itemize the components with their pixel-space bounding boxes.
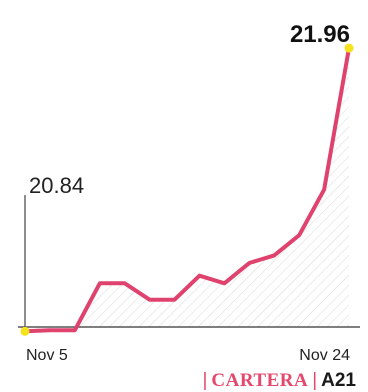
x-tick-label-start: Nov 5 (26, 347, 68, 364)
area-fill (25, 48, 349, 332)
start-point-marker (20, 326, 30, 336)
footer-divider: | (202, 370, 208, 391)
x-tick-label-end: Nov 24 (299, 347, 350, 364)
page-number: A21 (321, 370, 356, 391)
end-value-label: 21.96 (290, 21, 350, 48)
footer-divider: | (312, 370, 318, 391)
page-footer: | CARTERA | A21 (198, 370, 356, 392)
series-line (23, 46, 351, 334)
data-points (20, 43, 354, 336)
section-name: CARTERA (211, 370, 309, 391)
start-value-label: 20.84 (29, 173, 84, 198)
end-point-marker (344, 43, 354, 53)
